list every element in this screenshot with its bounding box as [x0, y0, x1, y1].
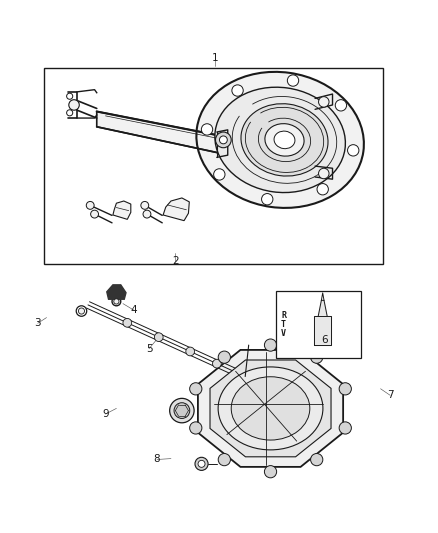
Circle shape	[287, 75, 299, 86]
Circle shape	[347, 144, 359, 156]
Bar	[44, 68, 383, 264]
Circle shape	[318, 168, 329, 179]
Circle shape	[339, 383, 351, 395]
Ellipse shape	[241, 104, 328, 176]
Text: 9: 9	[102, 409, 109, 419]
Text: 2: 2	[172, 256, 179, 266]
Circle shape	[67, 110, 73, 116]
Polygon shape	[97, 111, 219, 153]
Circle shape	[317, 183, 328, 195]
Circle shape	[232, 85, 243, 96]
Text: 3: 3	[35, 318, 41, 328]
Text: 6: 6	[321, 335, 328, 345]
Circle shape	[218, 454, 230, 466]
Circle shape	[143, 210, 151, 218]
Circle shape	[265, 466, 277, 478]
Polygon shape	[163, 198, 189, 221]
Circle shape	[112, 297, 121, 306]
Circle shape	[86, 201, 94, 209]
Text: V: V	[281, 328, 286, 337]
Polygon shape	[314, 316, 332, 345]
Circle shape	[190, 383, 202, 395]
Circle shape	[214, 169, 225, 180]
Circle shape	[186, 347, 194, 356]
Circle shape	[174, 403, 190, 418]
Polygon shape	[210, 360, 331, 457]
Circle shape	[265, 339, 277, 351]
Circle shape	[311, 454, 323, 466]
Circle shape	[91, 210, 99, 218]
Text: 7: 7	[387, 390, 393, 400]
Circle shape	[339, 422, 351, 434]
Circle shape	[170, 398, 194, 423]
Text: 8: 8	[154, 455, 160, 464]
Text: R: R	[281, 311, 286, 320]
Ellipse shape	[196, 72, 364, 208]
Text: 1: 1	[211, 53, 218, 63]
Circle shape	[114, 299, 119, 304]
Circle shape	[212, 359, 221, 368]
Polygon shape	[107, 285, 126, 299]
Circle shape	[195, 457, 208, 471]
Circle shape	[218, 351, 230, 364]
Ellipse shape	[265, 124, 304, 156]
Circle shape	[219, 136, 227, 144]
Polygon shape	[318, 300, 327, 316]
Circle shape	[76, 306, 87, 316]
Circle shape	[198, 461, 205, 467]
Circle shape	[154, 333, 163, 342]
Circle shape	[190, 422, 202, 434]
Circle shape	[261, 193, 273, 205]
Bar	[276, 290, 361, 358]
Circle shape	[215, 132, 231, 148]
Text: T: T	[281, 320, 286, 329]
Text: 5: 5	[146, 344, 152, 353]
Circle shape	[123, 318, 132, 327]
Ellipse shape	[274, 131, 295, 149]
Circle shape	[67, 93, 73, 99]
Circle shape	[201, 124, 213, 135]
Text: 4: 4	[131, 305, 137, 315]
Polygon shape	[198, 350, 343, 467]
Ellipse shape	[215, 87, 346, 192]
Circle shape	[311, 351, 323, 364]
Circle shape	[318, 96, 329, 107]
Circle shape	[78, 308, 85, 314]
Circle shape	[69, 100, 79, 110]
Circle shape	[335, 100, 346, 111]
Polygon shape	[113, 201, 131, 220]
Circle shape	[141, 201, 149, 209]
Ellipse shape	[231, 377, 310, 440]
Ellipse shape	[218, 367, 323, 450]
